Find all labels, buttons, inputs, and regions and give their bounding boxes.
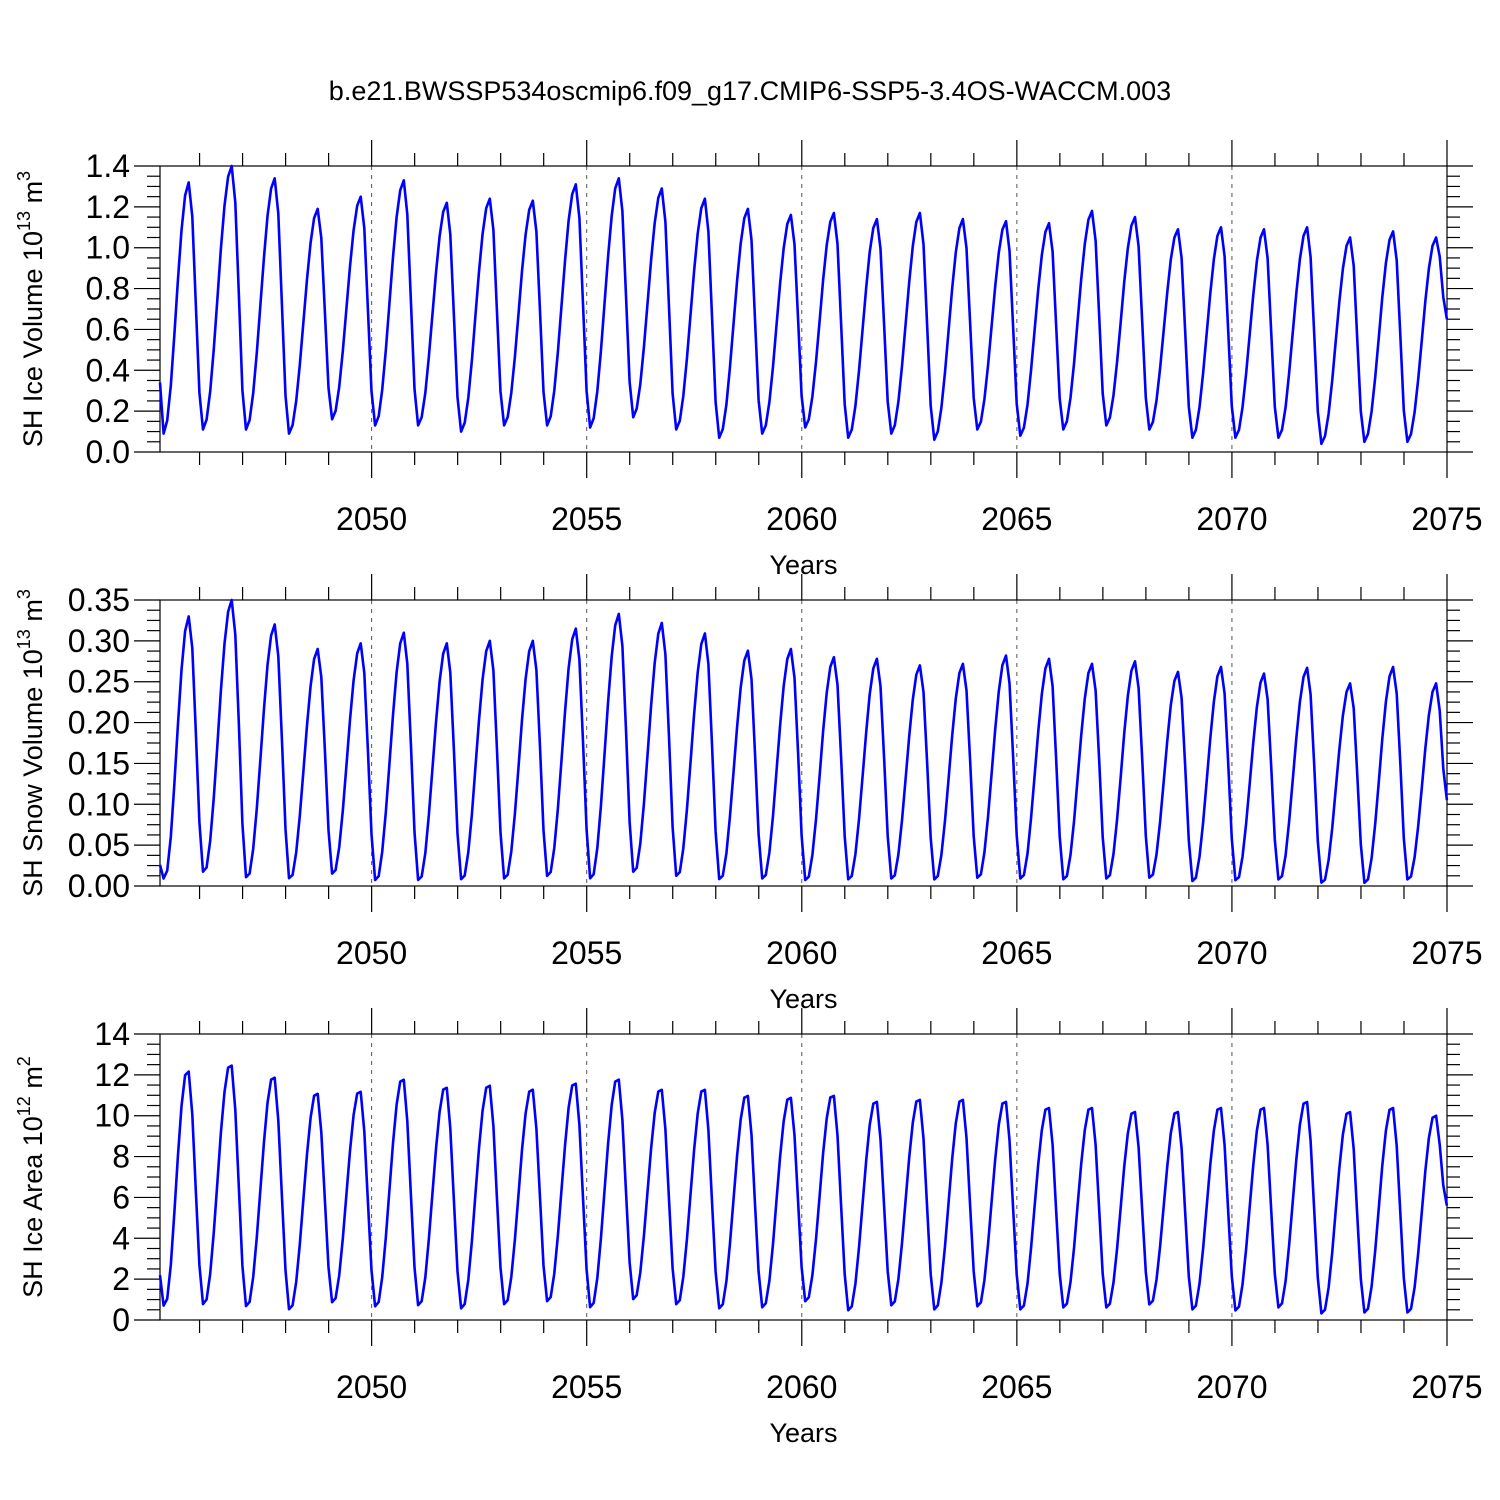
x-tick-label: 2050 <box>336 501 407 537</box>
x-tick-label: 2065 <box>981 935 1052 971</box>
x-tick-label: 2065 <box>981 1369 1052 1405</box>
x-axis-label: Years <box>769 550 837 580</box>
y-tick-label: 6 <box>112 1179 130 1215</box>
x-tick-label: 2070 <box>1196 935 1267 971</box>
x-tick-label: 2050 <box>336 1369 407 1405</box>
y-tick-label: 0.25 <box>68 664 130 700</box>
y-tick-label: 0.0 <box>86 434 130 470</box>
x-axis-label: Years <box>769 984 837 1014</box>
y-tick-label: 0.05 <box>68 827 130 863</box>
y-axis-label: SH Ice Area 1012 m2 <box>14 1056 48 1298</box>
y-axis-label-exponent: 13 <box>14 211 34 231</box>
y-tick-label: 12 <box>94 1057 130 1093</box>
x-tick-label: 2050 <box>336 935 407 971</box>
series-line <box>158 1064 1449 1315</box>
y-tick-label: 0.00 <box>68 868 130 904</box>
x-tick-label: 2070 <box>1196 1369 1267 1405</box>
y-tick-label: 0.2 <box>86 393 130 429</box>
x-tick-label: 2055 <box>551 935 622 971</box>
y-axis-label-text: m <box>18 181 48 211</box>
y-tick-label: 0.6 <box>86 311 130 347</box>
y-tick-label: 2 <box>112 1261 130 1297</box>
y-axis-label-exponent: 13 <box>14 629 34 649</box>
y-tick-label: 0.35 <box>68 582 130 618</box>
x-tick-label: 2065 <box>981 501 1052 537</box>
y-axis-label: SH Ice Volume 1013 m3 <box>14 171 48 447</box>
y-tick-label: 8 <box>112 1139 130 1175</box>
x-tick-label: 2055 <box>551 501 622 537</box>
y-tick-label: 1.2 <box>86 189 130 225</box>
y-axis-label-text: m <box>18 1066 48 1096</box>
y-tick-label: 1.0 <box>86 230 130 266</box>
x-tick-label: 2075 <box>1411 501 1482 537</box>
y-tick-label: 0.4 <box>86 352 130 388</box>
y-axis-label-exponent: 12 <box>14 1096 34 1116</box>
x-axis-label: Years <box>769 1418 837 1448</box>
y-axis-label: SH Snow Volume 1013 m3 <box>14 589 48 897</box>
y-tick-label: 4 <box>112 1220 130 1256</box>
series-line <box>158 598 1449 885</box>
x-tick-label: 2075 <box>1411 1369 1482 1405</box>
x-tick-label: 2060 <box>766 1369 837 1405</box>
y-tick-label: 0.10 <box>68 786 130 822</box>
y-tick-label: 14 <box>94 1016 130 1052</box>
y-tick-label: 10 <box>94 1098 130 1134</box>
y-axis-label-exponent: 3 <box>14 589 34 599</box>
y-tick-label: 0 <box>112 1302 130 1338</box>
panel-ice-area: 0 2 4 6 8 10 12 14 2050 2055 2060 2065 2070 2075 Years… <box>14 1008 1483 1448</box>
y-axis-label-exponent: 2 <box>14 1056 34 1066</box>
panel-snow-volume: 0.00 0.05 0.10 0.15 0.20 0.25 0.30 0.35 2050 2055… <box>14 574 1483 1014</box>
y-tick-label: 0.8 <box>86 271 130 307</box>
y-tick-label: 0.30 <box>68 623 130 659</box>
panel-ice-volume: 0.0 0.2 0.4 0.6 0.8 1.0 1.2 1.4 2050 2055 2060 2065… <box>14 140 1483 580</box>
y-tick-label: 1.4 <box>86 148 130 184</box>
y-axis-label-exponent: 3 <box>14 171 34 181</box>
y-axis-label-text: SH Ice Area 10 <box>18 1116 48 1298</box>
x-tick-label: 2075 <box>1411 935 1482 971</box>
y-axis-label-text: m <box>18 599 48 629</box>
x-tick-label: 2060 <box>766 935 837 971</box>
y-axis-label-text: SH Snow Volume 10 <box>18 649 48 897</box>
y-tick-label: 0.15 <box>68 745 130 781</box>
x-tick-label: 2060 <box>766 501 837 537</box>
series-line <box>158 164 1449 446</box>
x-tick-label: 2070 <box>1196 501 1267 537</box>
chart-title: b.e21.BWSSP534oscmip6.f09_g17.CMIP6-SSP5… <box>329 76 1171 106</box>
y-tick-label: 0.20 <box>68 705 130 741</box>
y-axis-label-text: SH Ice Volume 10 <box>18 231 48 447</box>
x-tick-label: 2055 <box>551 1369 622 1405</box>
